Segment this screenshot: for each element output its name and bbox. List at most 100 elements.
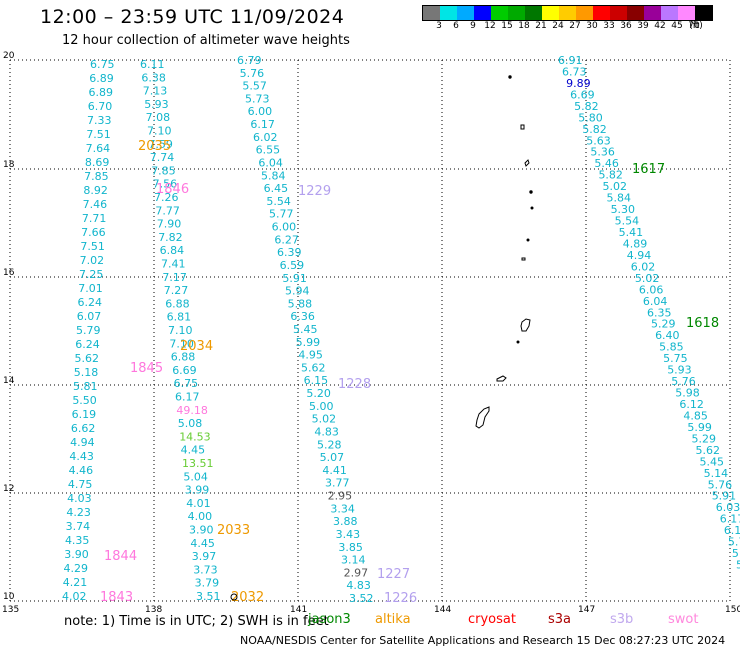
wave-height-value: 4.00 xyxy=(188,510,213,523)
color-legend xyxy=(422,5,713,21)
legend-swatch xyxy=(491,6,508,20)
wave-height-value: 5.73 xyxy=(728,536,740,549)
wave-height-value: 7.13 xyxy=(143,85,168,98)
legend-swatch xyxy=(508,6,525,20)
wave-height-value: 3.88 xyxy=(333,515,358,528)
wave-height-value: 5.91 xyxy=(712,490,737,503)
pass-time-label: 2033 xyxy=(217,523,250,538)
wave-height-value: 6.39 xyxy=(277,246,302,259)
wave-height-value: 5.88 xyxy=(288,297,313,310)
wave-height-value: 4.75 xyxy=(68,478,93,491)
wave-height-value: 7.10 xyxy=(169,337,194,350)
legend-label: 30 xyxy=(586,21,598,31)
wave-height-value: 5.07 xyxy=(320,451,345,464)
island xyxy=(520,124,525,130)
pass-time-label: 1226 xyxy=(384,591,417,606)
wave-height-value: 3.90 xyxy=(189,524,214,537)
wave-height-value: 5.20 xyxy=(306,387,331,400)
wave-height-value: 5.76 xyxy=(708,478,733,491)
pass-time-label: 1844 xyxy=(104,549,137,564)
wave-height-value: 6.79 xyxy=(237,54,262,67)
legend-label: 18 xyxy=(518,21,530,31)
wave-height-value: 5.82 xyxy=(598,169,623,182)
legend-swatch xyxy=(610,6,627,20)
island xyxy=(524,159,530,167)
pass-time-label: 1843 xyxy=(100,590,133,605)
pass-time-label: 2032 xyxy=(231,590,264,605)
wave-height-value: 4.41 xyxy=(322,464,347,477)
wave-height-value: 5.79 xyxy=(76,324,101,337)
wave-height-value: 3.73 xyxy=(193,563,218,576)
wave-height-value: 6.70 xyxy=(88,100,113,113)
x-tick-label: 147 xyxy=(578,605,595,615)
wave-height-value: 4.01 xyxy=(186,497,211,510)
legend-label: 21 xyxy=(535,21,547,31)
island xyxy=(530,206,534,210)
legend-swatch xyxy=(678,6,695,20)
wave-height-value: 6.02 xyxy=(253,131,278,144)
wave-height-value: 6.73 xyxy=(562,65,587,78)
legend-swatch xyxy=(525,6,542,20)
wave-height-value: 49.18 xyxy=(176,404,208,417)
wave-height-value: 5.02 xyxy=(312,413,337,426)
wave-height-value: 4.29 xyxy=(63,562,87,575)
wave-height-value: 7.46 xyxy=(83,198,108,211)
wave-height-value: 6.02 xyxy=(631,260,656,273)
y-tick-label: 16 xyxy=(3,268,15,278)
wave-height-value: 7.10 xyxy=(168,324,193,337)
y-tick-label: 18 xyxy=(3,160,15,170)
wave-height-value: 7.51 xyxy=(80,240,105,253)
island xyxy=(508,75,512,79)
wave-height-value: 5.93 xyxy=(144,98,169,111)
wave-height-value: 6.27 xyxy=(274,233,299,246)
wave-height-value: 6.88 xyxy=(171,351,196,364)
wave-height-value: 6.17 xyxy=(250,118,274,131)
x-tick-label: 138 xyxy=(145,605,162,615)
wave-height-value: 5.62 xyxy=(301,361,326,374)
legend-label: 9 xyxy=(470,21,476,31)
page-subtitle: 12 hour collection of altimeter wave hei… xyxy=(62,33,350,48)
pass-time-label: 2035 xyxy=(138,139,171,154)
island xyxy=(516,340,520,344)
pass-time-label: 1228 xyxy=(338,377,371,392)
wave-height-value: 6.03 xyxy=(716,501,740,514)
wave-height-value: 5.77 xyxy=(269,208,294,221)
wave-height-value: 3.85 xyxy=(338,541,363,554)
wave-height-value: 5.76 xyxy=(671,375,696,388)
satellite-swot: swot xyxy=(668,612,699,627)
wave-height-value: 6.24 xyxy=(77,296,102,309)
wave-height-value: 7.85 xyxy=(84,170,109,183)
wave-height-value: 6.24 xyxy=(75,338,100,351)
wave-height-value: 7.10 xyxy=(147,125,172,138)
legend-label: 42 xyxy=(654,21,666,31)
satellite-jason3: jason3 xyxy=(308,612,351,627)
wave-height-value: 5.18 xyxy=(74,366,99,379)
island xyxy=(496,375,507,382)
satellite-cryosat: cryosat xyxy=(468,612,516,627)
wave-height-value: 6.15 xyxy=(304,374,329,387)
wave-height-value: 4.21 xyxy=(63,576,88,589)
legend-label: (ft) xyxy=(689,21,703,31)
wave-height-value: 6.04 xyxy=(258,156,283,169)
legend-swatch xyxy=(644,6,661,20)
wave-height-value: 4.35 xyxy=(65,534,90,547)
wave-height-value: 6.88 xyxy=(165,297,190,310)
legend-swatch xyxy=(457,6,474,20)
wave-height-value: 4.83 xyxy=(346,579,371,592)
wave-height-value: 4.94 xyxy=(627,249,652,262)
legend-label: 3 xyxy=(436,21,442,31)
wave-height-value: 7.17 xyxy=(162,271,187,284)
wave-height-value: 7.27 xyxy=(164,284,189,297)
wave-height-value: 6.04 xyxy=(643,295,668,308)
wave-height-value: 5.29 xyxy=(691,432,716,445)
wave-height-value: 7.33 xyxy=(87,114,112,127)
legend-swatch xyxy=(627,6,644,20)
wave-height-value: 3.14 xyxy=(341,554,366,567)
legend-swatch xyxy=(695,6,712,20)
wave-height-value: 5.45 xyxy=(293,323,318,336)
y-tick-label: 10 xyxy=(3,592,15,602)
wave-height-value: 6.84 xyxy=(160,244,185,257)
wave-height-value: 5.63 xyxy=(586,134,611,147)
wave-height-value: 5.41 xyxy=(619,226,644,239)
